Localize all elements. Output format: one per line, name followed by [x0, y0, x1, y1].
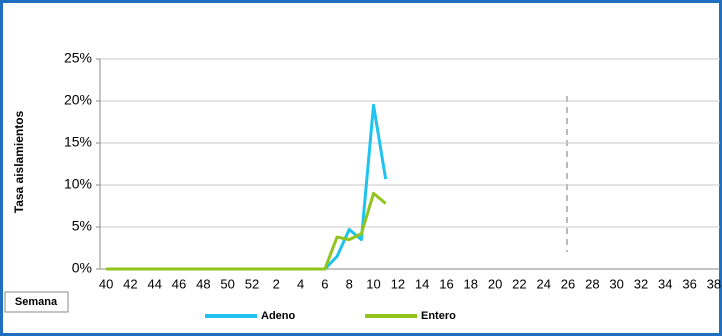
x-tick-label: 48: [196, 276, 210, 291]
x-tick-label: 14: [415, 276, 429, 291]
x-tick-label: 18: [464, 276, 478, 291]
x-tick-label: 22: [512, 276, 526, 291]
x-tick-label: 46: [172, 276, 186, 291]
x-tick-label: 40: [99, 276, 113, 291]
x-tick-label: 44: [147, 276, 161, 291]
x-tick-label: 10: [366, 276, 380, 291]
x-tick-label: 4: [297, 276, 304, 291]
x-tick-label: 20: [488, 276, 502, 291]
x-tick-label: 36: [682, 276, 696, 291]
series-line: [106, 191, 387, 271]
x-tick-label: 24: [536, 276, 550, 291]
y-tick-label: 15%: [64, 134, 92, 150]
x-tick-label: 26: [561, 276, 575, 291]
legend-label: Adeno: [261, 310, 296, 322]
x-tick-label: 16: [439, 276, 453, 291]
x-tick-label: 50: [220, 276, 234, 291]
y-tick-label: 20%: [64, 92, 92, 108]
x-tick-label: 28: [585, 276, 599, 291]
y-tick-label: 10%: [64, 176, 92, 192]
x-axis-title: Semana: [15, 296, 58, 308]
y-tick-label: 5%: [72, 218, 92, 234]
x-tick-label: 38: [707, 276, 721, 291]
x-label-box: [4, 291, 69, 313]
x-tick-label: 34: [658, 276, 672, 291]
legend-label: Entero: [421, 310, 456, 322]
x-tick-label: 52: [245, 276, 259, 291]
x-tick-label: 6: [321, 276, 328, 291]
y-axis-title: Tasa aislamientos: [12, 110, 26, 213]
x-tick-label: 12: [391, 276, 405, 291]
x-tick-label: 8: [346, 276, 353, 291]
y-tick-label: 25%: [64, 50, 92, 66]
x-tick-label: 32: [634, 276, 648, 291]
x-tick-label: 2: [273, 276, 280, 291]
x-tick-label: 42: [123, 276, 137, 291]
x-tick-label: 30: [609, 276, 623, 291]
y-tick-label: 0%: [72, 260, 92, 276]
